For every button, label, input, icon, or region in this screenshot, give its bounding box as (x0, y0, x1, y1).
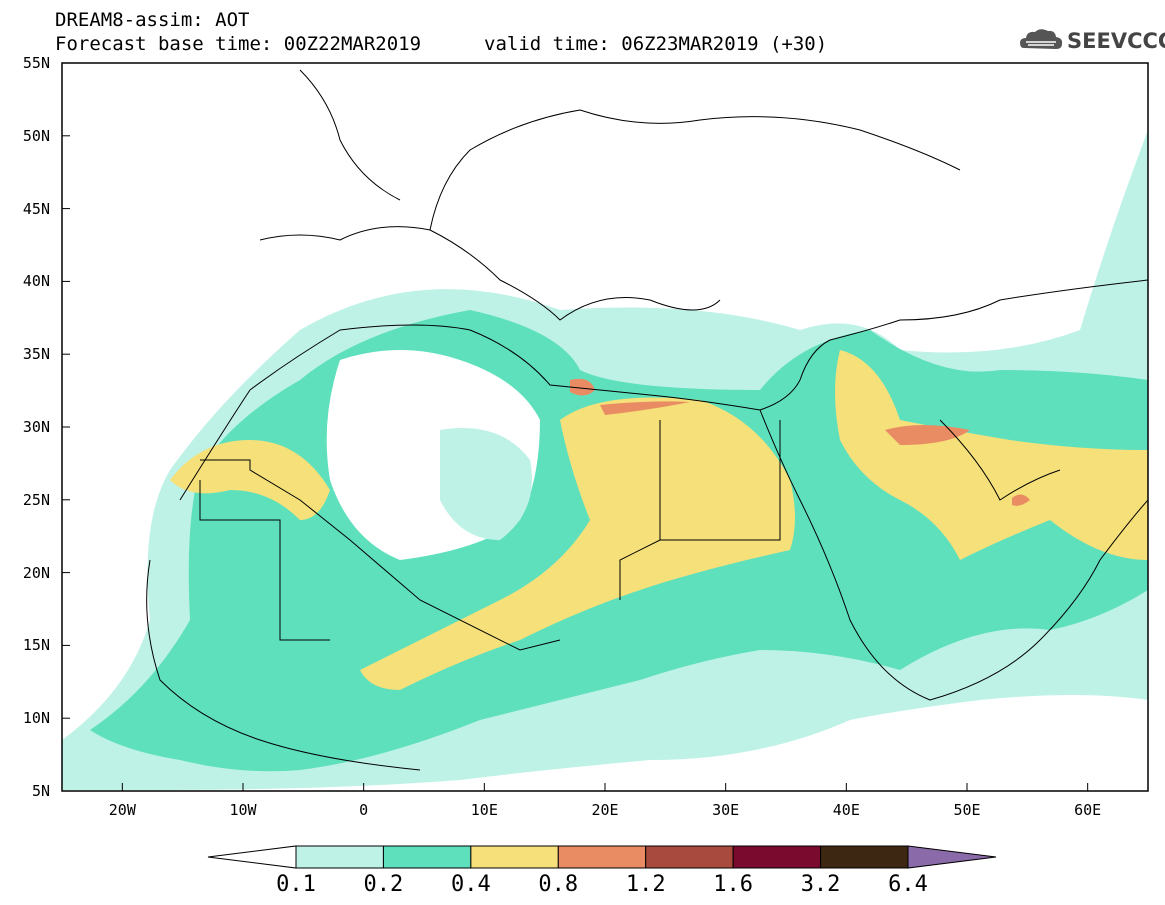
lat-label: 45N (22, 199, 50, 218)
colorbar-label: 1.2 (625, 872, 666, 897)
colorbar-segment (295, 845, 384, 869)
aot-band-0.4 (360, 397, 795, 690)
aot-band-0.4 (835, 350, 1148, 560)
lat-label: 10N (22, 709, 50, 728)
aot-band-0.8 (600, 401, 690, 415)
lon-label: 60E (1074, 801, 1102, 819)
lon-label: 20W (108, 801, 136, 819)
lon-label: 50E (953, 801, 981, 819)
colorbar-high-arrow (907, 845, 997, 869)
colorbar-segment (645, 845, 734, 869)
lat-label: 55N (22, 54, 50, 72)
colorbar-label: 0.4 (450, 872, 491, 897)
lat-label: 20N (22, 563, 50, 582)
colorbar-label: 6.4 (888, 872, 928, 897)
lat-label: 35N (22, 345, 50, 364)
colorbar-segment (820, 845, 909, 869)
colorbar (207, 845, 997, 869)
aot-band-0.8 (885, 425, 970, 445)
lat-label: 15N (22, 636, 50, 655)
colorbar-segment (382, 845, 472, 869)
colorbar-segment (732, 845, 822, 869)
aot-field (62, 130, 1148, 790)
valid-time: valid time: 06Z23MAR2019 (+30) (484, 33, 828, 55)
colorbar-label: 0.1 (276, 872, 316, 897)
colorbar-label: 3.2 (800, 872, 841, 897)
colorbar-label: 0.2 (363, 872, 404, 897)
lon-label: 0 (359, 801, 369, 819)
aot-band-0.8 (1012, 494, 1030, 506)
forecast-base-time: Forecast base time: 00Z22MAR2019 (55, 33, 422, 55)
lat-label: 40N (22, 272, 50, 291)
lon-label: 20E (591, 801, 619, 819)
colorbar-segment (470, 845, 559, 869)
cloud-logo-icon (1020, 29, 1063, 49)
colorbar-label: 1.6 (713, 872, 754, 897)
logo-text: SEEVCCC (1067, 29, 1165, 53)
aot-clear-area (440, 428, 532, 540)
coastlines (146, 69, 1148, 771)
colorbar-segment (557, 845, 647, 869)
aot-band-0.8 (570, 378, 595, 396)
colorbar-label: 0.8 (538, 872, 579, 897)
lon-label: 10E (470, 801, 498, 819)
map-title: DREAM8-assim: AOT (55, 9, 250, 31)
lon-label: 10W (229, 801, 257, 819)
axis-ticks (62, 62, 1089, 792)
lon-label: 40E (832, 801, 860, 819)
lon-label: 30E (712, 801, 740, 819)
lat-label: 25N (22, 490, 50, 509)
colorbar-low-arrow (207, 845, 297, 869)
lat-label: 5N (31, 782, 50, 800)
lat-label: 50N (22, 126, 50, 145)
lat-label: 30N (22, 418, 50, 436)
